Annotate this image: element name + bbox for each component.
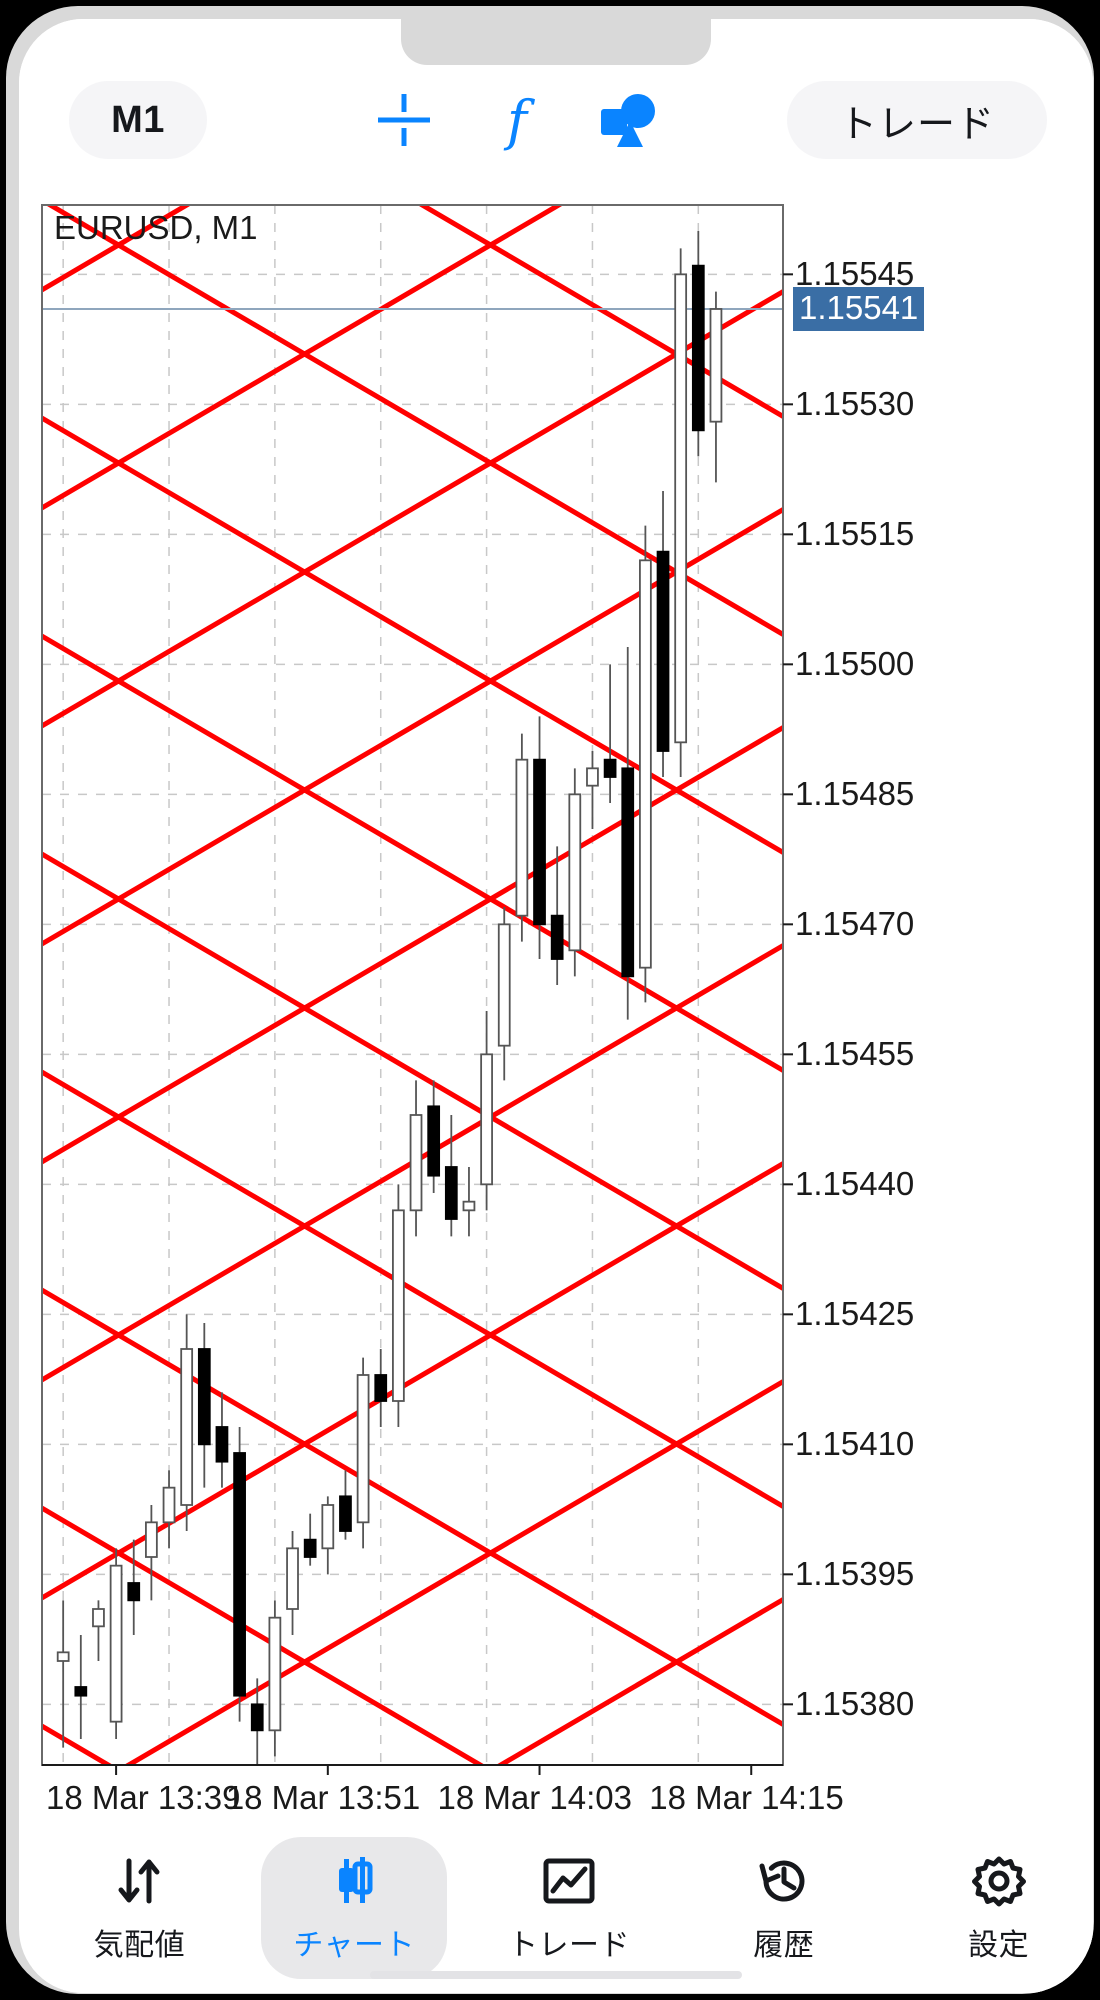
price-axis-label: 1.15515 [795,515,915,553]
trade-button[interactable]: トレード [787,81,1047,159]
tab-charts[interactable]: チャート [261,1837,448,1979]
candlestick-icon [326,1852,382,1910]
home-indicator [370,1971,742,1979]
current-price-badge: 1.15541 [793,287,925,331]
time-axis-label: 18 Mar 13:39 [46,1779,241,1816]
tab-settings-label: 設定 [968,1929,1030,1962]
tab-history[interactable]: 履歴 [691,1837,877,1979]
price-axis-label: 1.15500 [795,645,915,683]
price-axis-label: 1.15440 [795,1165,915,1203]
price-axis-label: 1.15485 [795,775,915,813]
tab-trade-label: トレード [507,1929,630,1962]
gear-icon [971,1852,1027,1910]
toolbar-icon-group: f [367,81,667,159]
price-axis-label: 1.15530 [795,385,915,423]
price-axis-label: 1.15395 [795,1555,915,1593]
device-notch [401,19,711,65]
svg-text:f: f [503,89,535,151]
price-axis-label: 1.15425 [795,1295,915,1333]
chart-symbol-label: EURUSD, M1 [54,209,258,246]
price-axis-label: 1.15410 [795,1425,915,1463]
tab-settings[interactable]: 設定 [906,1837,1092,1979]
bottom-tab-bar: 気配値 チャート [32,1831,1093,1993]
phone-screen: M1 [19,19,1093,1993]
tab-history-label: 履歴 [753,1929,815,1962]
price-axis-label: 1.15470 [795,905,915,943]
price-axis-label: 1.15545 [795,255,915,293]
line-chart-box-icon [541,1852,597,1910]
price-axis-label: 1.15380 [795,1685,915,1723]
tab-charts-label: チャート [293,1929,416,1962]
chart-container[interactable]: EURUSD, M1 1.15545 1.15530 1.15515 1.15500 1… [32,197,1093,1831]
function-indicator-icon[interactable]: f [480,83,554,157]
time-axis-label: 18 Mar 13:51 [225,1779,421,1816]
time-axis-label: 18 Mar 14:15 [649,1779,844,1816]
price-axis-label: 1.15455 [795,1035,915,1073]
time-axis-label: 18 Mar 14:03 [437,1779,632,1816]
tab-quotes-label: 気配値 [93,1929,186,1962]
tab-quotes[interactable]: 気配値 [46,1837,232,1979]
timeframe-button[interactable]: M1 [69,81,207,159]
phone-bezel: M1 [6,6,1094,1994]
arrows-updown-icon [111,1852,167,1910]
tab-trade[interactable]: トレード [476,1837,662,1979]
objects-icon[interactable] [593,83,667,157]
trade-button-label: トレード [838,103,995,146]
timeframe-label: M1 [111,98,165,141]
crosshair-icon[interactable] [367,83,441,157]
candlestick-chart[interactable] [32,197,1093,1831]
history-clock-icon [756,1852,812,1910]
